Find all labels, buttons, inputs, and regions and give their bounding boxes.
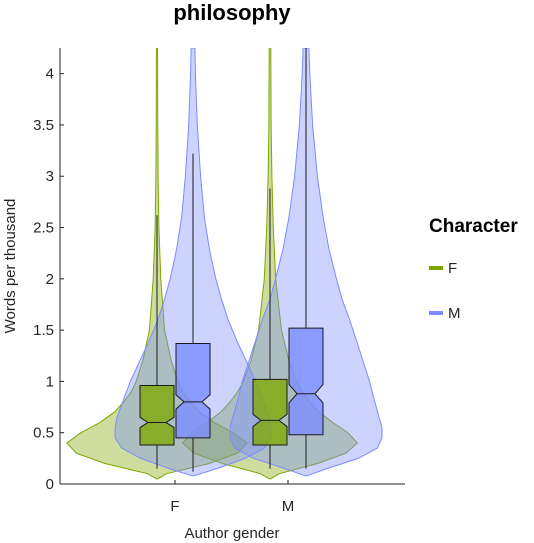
legend-swatch-m (429, 311, 443, 315)
y-axis: 0 0.5 1 1.5 2 2.5 3 3.5 4 (33, 48, 64, 493)
y-tick-label: 2 (46, 271, 54, 288)
y-tick-label: 0 (46, 476, 54, 493)
x-tick-label: F (170, 498, 179, 515)
y-tick-label: 0.5 (33, 425, 54, 442)
box-f-f (139, 385, 175, 446)
legend-label-f: F (448, 260, 457, 277)
legend: Character F M (429, 216, 518, 322)
x-tick-label: M (282, 498, 295, 515)
legend-swatch-f (429, 266, 443, 270)
box-layer (139, 48, 324, 472)
y-tick-label: 1 (46, 373, 54, 390)
violin-layer (66, 48, 383, 480)
box-f-m (252, 378, 288, 446)
box-m-f (175, 342, 211, 439)
y-tick-label: 4 (46, 66, 54, 83)
y-tick-label: 3.5 (33, 117, 54, 134)
legend-label-m: M (448, 305, 461, 322)
y-tick-label: 1.5 (33, 322, 54, 339)
x-axis-label: Author gender (184, 525, 279, 542)
plot-area (66, 48, 383, 480)
box-m-m (288, 327, 324, 436)
chart-title: philosophy (173, 0, 291, 25)
y-axis-label: Words per thousand (2, 199, 19, 334)
legend-title: Character (429, 216, 518, 237)
y-tick-label: 2.5 (33, 220, 54, 237)
y-tick-label: 3 (46, 168, 54, 185)
